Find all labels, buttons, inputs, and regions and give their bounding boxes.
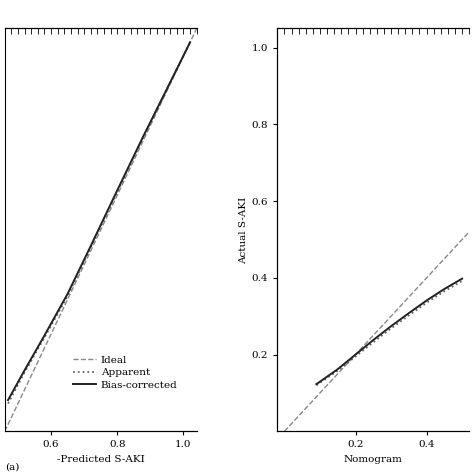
Bias-corrected [88,243,94,249]
Bias-corrected [187,39,193,45]
Bias-corrected [5,397,11,403]
Apparent [5,401,11,406]
Bias-corrected [388,323,394,329]
Bias-corrected [22,367,27,373]
Bias-corrected [141,133,146,138]
Y-axis label: Actual S-AKI: Actual S-AKI [238,196,247,264]
Apparent [22,369,27,375]
Apparent [388,326,394,331]
Bias-corrected [371,337,376,343]
Apparent [164,87,170,92]
Apparent [141,133,146,139]
Line: Bias-corrected: Bias-corrected [317,279,462,384]
Apparent [88,245,94,250]
Apparent [406,313,412,319]
Bias-corrected [424,298,429,303]
Bias-corrected [65,291,71,297]
Apparent [371,339,376,345]
Apparent [114,189,120,194]
Bias-corrected [164,86,170,92]
Apparent [335,368,341,374]
Apparent [442,289,447,294]
Bias-corrected [442,286,447,292]
Apparent [353,354,358,359]
Line: Apparent: Apparent [8,42,190,403]
Line: Apparent: Apparent [317,281,462,385]
Apparent [424,300,429,306]
Apparent [314,383,319,388]
Bias-corrected [42,333,47,338]
Bias-corrected [114,187,120,193]
Apparent [459,278,465,284]
Apparent [187,39,193,45]
Legend: Ideal, Apparent, Bias-corrected: Ideal, Apparent, Bias-corrected [69,351,182,394]
Bias-corrected [314,381,319,387]
X-axis label: -Predicted S-AKI: -Predicted S-AKI [57,455,145,464]
Line: Bias-corrected: Bias-corrected [8,42,190,400]
Bias-corrected [406,310,412,316]
X-axis label: Nomogram: Nomogram [344,455,403,464]
Bias-corrected [353,352,358,357]
Apparent [42,335,47,340]
Bias-corrected [459,276,465,282]
Bias-corrected [335,366,341,372]
Apparent [65,293,71,299]
Text: (a): (a) [5,463,19,472]
